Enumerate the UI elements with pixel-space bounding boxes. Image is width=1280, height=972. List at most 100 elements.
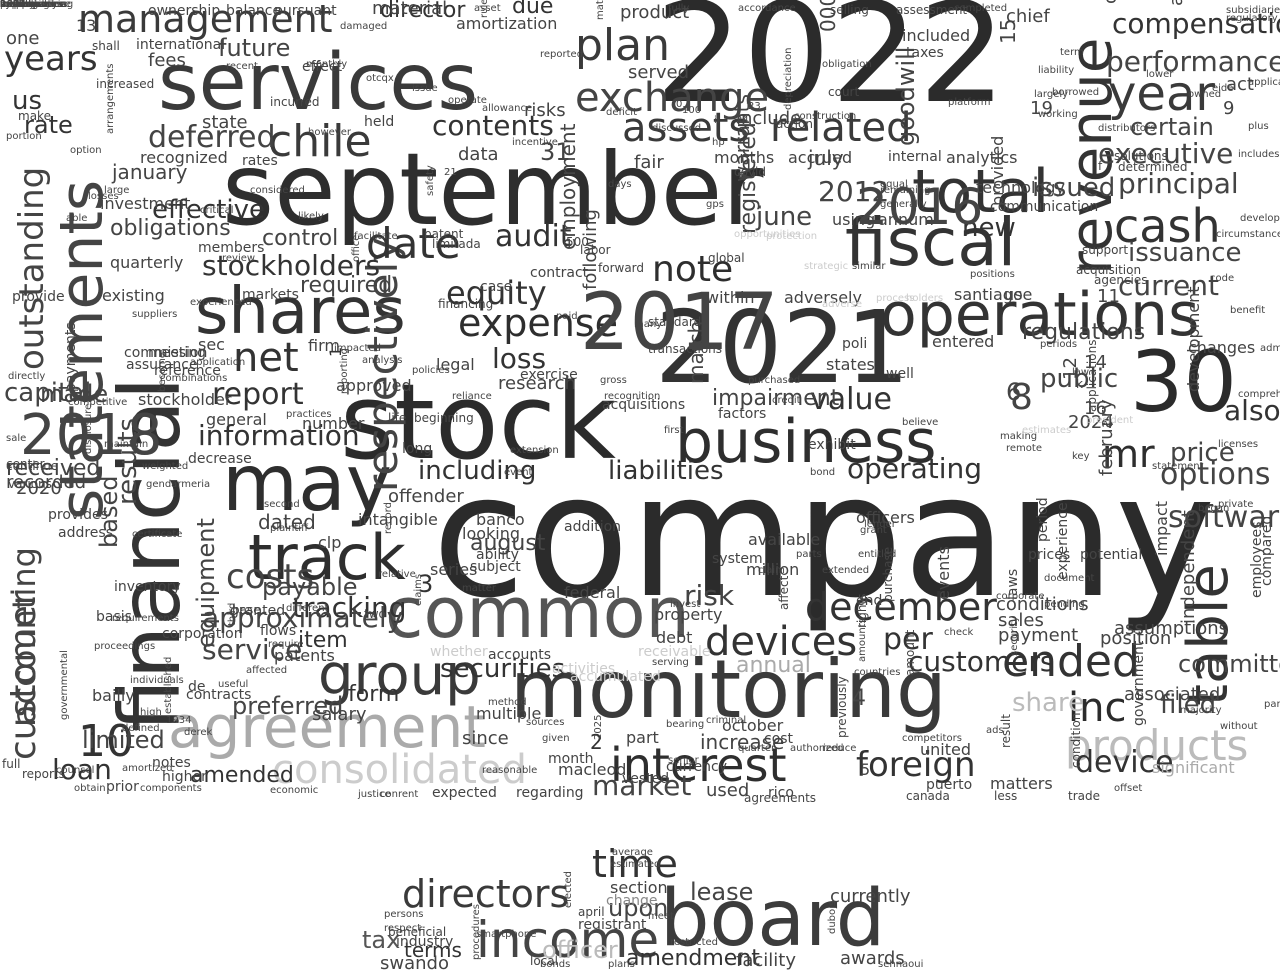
- word-operate: operate: [448, 95, 487, 106]
- word-countries: countries: [854, 667, 901, 678]
- word-2014: 2014: [0, 0, 26, 10]
- word-accrued: accrued: [788, 148, 853, 167]
- word-offender: offender: [388, 486, 464, 507]
- word-subsidiaries: subsidiaries: [1226, 5, 1280, 16]
- word-financing: financing: [438, 297, 494, 311]
- word-expense: expense: [458, 301, 618, 345]
- word-affect: affect: [777, 575, 791, 610]
- word-full: full: [2, 757, 21, 771]
- word-gendarmeria: gendarmeria: [146, 479, 211, 490]
- word-law: law: [1072, 367, 1090, 378]
- word-annual: annual: [736, 653, 811, 678]
- word-mr: mr: [1102, 432, 1155, 476]
- word-trade: trade: [1068, 789, 1100, 803]
- word-proceedings: proceedings: [94, 641, 156, 652]
- word-research: research: [498, 373, 576, 394]
- word-options: options: [1160, 457, 1271, 492]
- word-11: 11: [1097, 286, 1120, 307]
- word-cassell: cassell: [1100, 0, 1121, 4]
- word-30: 30: [1130, 333, 1237, 431]
- word-federal: federal: [564, 583, 621, 602]
- word-payable: payable: [262, 573, 358, 601]
- word-long: long: [402, 441, 433, 457]
- word-distributors: distributors: [1098, 123, 1156, 134]
- word-ability: ability: [476, 547, 519, 563]
- word-forward: forward: [598, 261, 645, 275]
- word-8: 8: [1010, 377, 1033, 418]
- word-2021: 2021: [655, 289, 910, 406]
- word-also: also: [1224, 394, 1280, 427]
- word-accompanying: accompanying: [0, 0, 74, 10]
- word-month: month: [548, 751, 594, 767]
- word-largely: largely: [1034, 89, 1069, 100]
- word-fees: fees: [148, 50, 186, 71]
- word-years: years: [4, 39, 98, 79]
- word-recognized: recognized: [140, 148, 228, 167]
- word-october: october: [722, 716, 784, 735]
- word-justice: justice: [358, 789, 391, 800]
- word-center: center: [6, 457, 45, 471]
- word-0: 0: [676, 99, 683, 110]
- word-changes: changes: [1188, 338, 1256, 357]
- word-development: development: [1184, 286, 1203, 392]
- word-arrangements: arrangements: [105, 63, 116, 134]
- word-approved: approved: [336, 376, 412, 395]
- word-average: average: [612, 847, 653, 858]
- word-31: 31: [540, 138, 571, 166]
- word-audit: audit: [495, 219, 572, 254]
- word-f: f: [1098, 159, 1103, 173]
- word-rates: rates: [242, 153, 278, 169]
- word-2012: 2012: [818, 175, 890, 208]
- word-lower: lower: [1146, 69, 1174, 80]
- word-experienced: experienced: [190, 297, 252, 308]
- word-code: code: [1210, 273, 1235, 284]
- word-portion: portion: [6, 131, 42, 142]
- word-relative: relative: [378, 569, 416, 580]
- word-global: global: [708, 251, 745, 265]
- word-standards: standards: [648, 315, 708, 329]
- word-without: without: [1220, 721, 1258, 732]
- word-facilitate: facilitate: [354, 231, 398, 242]
- word-previously: previously: [835, 676, 849, 738]
- word-firm: firm: [308, 336, 340, 355]
- word-value: value: [810, 382, 892, 417]
- word-reported: reported: [540, 49, 584, 60]
- word-reduce: reduce: [822, 743, 857, 754]
- word-invest: invest: [670, 599, 701, 610]
- word-obligations: obligations: [110, 216, 231, 241]
- word-due: due: [512, 0, 554, 19]
- word-share: share: [1012, 688, 1085, 718]
- word-competitors: competitors: [902, 733, 962, 744]
- word-key: key: [1072, 451, 1090, 462]
- word-amended: amended: [190, 763, 294, 788]
- word-products: products: [1065, 721, 1249, 770]
- word-risk: risk: [684, 579, 735, 612]
- word-agreements: agreements: [744, 791, 817, 805]
- word-use: use: [1004, 285, 1033, 304]
- word-gps: gps: [706, 199, 724, 210]
- word-competitive: competitive: [68, 397, 128, 408]
- word-system: system: [712, 551, 763, 567]
- word-loss: loss: [492, 342, 547, 375]
- word-chile: chile: [268, 116, 372, 167]
- word-position: position: [1100, 628, 1172, 649]
- word-credit: credit: [772, 395, 801, 406]
- word-includes: includes: [1238, 149, 1280, 160]
- word-depreciation: depreciation: [783, 47, 794, 110]
- word-number: number: [302, 414, 365, 433]
- word-various: various: [8, 477, 52, 491]
- word-24: 24: [736, 115, 749, 126]
- word-components: components: [140, 783, 202, 794]
- word-2025: 2025: [593, 714, 604, 740]
- word-ended: ended: [1002, 636, 1140, 687]
- word-technology: technology: [976, 178, 1065, 197]
- word-included: included: [902, 26, 971, 45]
- word-maintain: maintain: [104, 439, 149, 450]
- word-significant: significant: [1152, 758, 1235, 777]
- word-2023: 2023: [0, 0, 26, 10]
- word-200: 200: [0, 0, 20, 10]
- word-opportunities: opportunities: [734, 229, 801, 240]
- word-lender: lender: [864, 519, 896, 530]
- word-periods: periods: [1040, 339, 1078, 350]
- word-solutions: solutions: [1114, 149, 1168, 163]
